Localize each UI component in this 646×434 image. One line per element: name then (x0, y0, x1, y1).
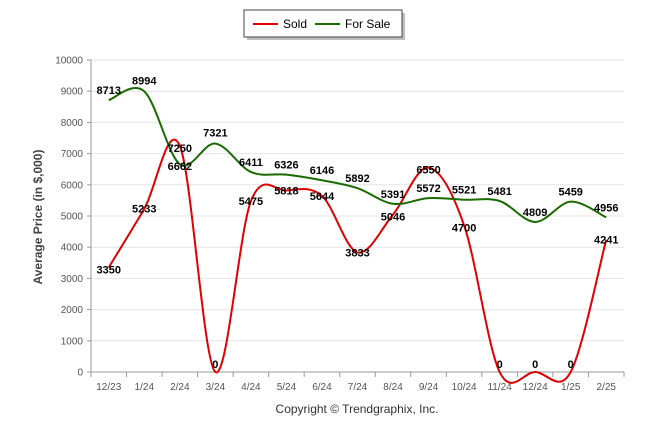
for-sale-data-label: 5459 (558, 187, 582, 199)
y-tick-label: 3000 (61, 274, 84, 285)
for-sale-data-label: 4956 (594, 202, 618, 214)
sold-data-label: 3350 (97, 264, 121, 276)
y-tick-label: 4000 (61, 243, 84, 254)
x-tick-label: 6/24 (312, 382, 332, 393)
sold-data-label: 5475 (239, 196, 263, 208)
sold-data-label: 5644 (310, 191, 335, 203)
sold-data-label: 0 (212, 359, 218, 371)
for-sale-data-label: 5521 (452, 185, 476, 197)
y-tick-label: 5000 (61, 212, 84, 223)
y-tick-label: 10000 (55, 56, 83, 67)
sold-data-label: 0 (568, 359, 574, 371)
sold-data-label: 4700 (452, 222, 476, 234)
y-tick-label: 9000 (61, 87, 84, 98)
x-tick-label: 7/24 (348, 382, 368, 393)
sold-data-label: 7250 (168, 143, 192, 155)
sold-data-label: 5818 (274, 185, 298, 197)
sold-data-label: 3833 (345, 247, 369, 259)
for-sale-data-label: 8994 (132, 75, 157, 87)
for-sale-data-label: 4809 (523, 207, 547, 219)
grid-lines (91, 59, 624, 342)
x-axis-ticks: 12/23 1/24 2/24 3/24 4/24 5/24 6/24 7/24 8/24 9/2… (90, 372, 625, 393)
copyright-text: Copyright © Trendgraphix, Inc. (276, 402, 439, 416)
x-tick-label: 5/24 (277, 382, 297, 393)
x-tick-label: 2/24 (170, 382, 190, 393)
y-tick-label: 8000 (61, 118, 84, 129)
y-axis-title: Average Price (in $,000) (31, 150, 45, 285)
for-sale-data-label: 8713 (97, 85, 121, 97)
sold-data-label: 6550 (416, 165, 440, 177)
for-sale-data-label: 5572 (416, 183, 440, 195)
y-axis-ticks: 0 1000 2000 3000 4000 5000 6000 7000 8000 9000 100… (55, 56, 91, 379)
for-sale-data-label: 6146 (310, 165, 334, 177)
sold-data-label: 5046 (381, 212, 405, 224)
legend-sold-label: Sold (283, 17, 307, 31)
for-sale-data-label: 6662 (168, 161, 192, 173)
sold-data-label: 0 (497, 359, 503, 371)
x-tick-label: 2/25 (596, 382, 616, 393)
x-tick-label: 8/24 (383, 382, 403, 393)
legend-for-sale-label: For Sale (345, 17, 391, 31)
x-tick-label: 9/24 (419, 382, 439, 393)
sold-data-label: 0 (532, 359, 538, 371)
for-sale-data-label: 5892 (345, 173, 369, 185)
legend: Sold For Sale (243, 9, 405, 40)
sold-data-label: 5233 (132, 204, 156, 216)
for-sale-data-label: 6326 (274, 160, 298, 172)
series-lines (107, 87, 608, 384)
sold-line (107, 138, 608, 384)
x-tick-label: 1/24 (135, 382, 155, 393)
y-tick-label: 0 (77, 368, 83, 379)
y-tick-label: 7000 (61, 149, 84, 160)
y-tick-label: 1000 (61, 336, 84, 347)
x-tick-label: 11/24 (487, 382, 512, 393)
for-sale-line (108, 87, 607, 223)
y-tick-label: 6000 (61, 180, 84, 191)
x-tick-label: 3/24 (206, 382, 226, 393)
for-sale-data-label: 5481 (487, 186, 511, 198)
for-sale-data-label: 5391 (381, 189, 405, 201)
x-tick-label: 12/24 (523, 382, 548, 393)
x-tick-label: 4/24 (241, 382, 261, 393)
for-sale-data-label: 7321 (203, 128, 227, 140)
sold-data-label: 4241 (594, 235, 618, 247)
x-tick-label: 1/25 (561, 382, 581, 393)
data-labels: 3350 5233 7250 0 5475 5818 5644 3833 5046 6550 470… (97, 75, 619, 371)
for-sale-data-label: 6411 (239, 157, 263, 169)
x-tick-label: 12/23 (96, 382, 121, 393)
y-tick-label: 2000 (61, 305, 84, 316)
x-tick-label: 10/24 (452, 382, 477, 393)
